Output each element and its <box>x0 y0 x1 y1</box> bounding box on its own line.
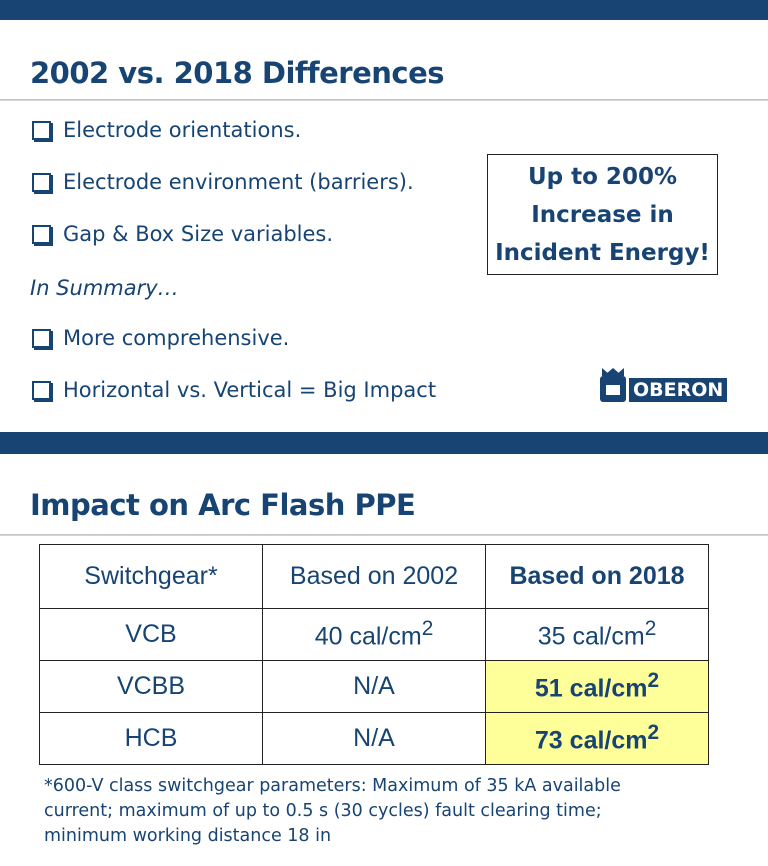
slide2-title: Impact on Arc Flash PPE <box>30 488 416 522</box>
value-2002-cell: N/A <box>262 660 486 713</box>
crown-box-icon <box>600 376 626 402</box>
value-2002-cell: 40 cal/cm2 <box>262 608 486 661</box>
table-header-row: Switchgear* Based on 2002 Based on 2018 <box>39 544 709 609</box>
logo-text: OBERON <box>629 378 728 402</box>
bullet-text: Gap & Box Size variables. <box>63 222 334 246</box>
bullet-text: Electrode environment (barriers). <box>63 170 414 194</box>
bullet-text: Horizontal vs. Vertical = Big Impact <box>63 378 437 402</box>
bullet-item: Electrode orientations. <box>32 118 301 142</box>
table-row: VCB 40 cal/cm2 35 cal/cm2 <box>39 608 709 661</box>
table-row: VCBB N/A 51 cal/cm2 <box>39 660 709 713</box>
footnote: *600-V class switchgear parameters: Maxi… <box>44 776 621 846</box>
callout-line: Incident Energy! <box>495 240 710 266</box>
top-band <box>0 0 768 20</box>
value-2002-cell: N/A <box>262 712 486 765</box>
value: 35 cal/cm <box>537 622 645 651</box>
divider <box>0 534 768 536</box>
bullet-text: Electrode orientations. <box>63 118 302 142</box>
bullet-item: More comprehensive. <box>32 326 289 350</box>
value: 73 cal/cm <box>534 726 648 755</box>
value: 51 cal/cm <box>534 674 648 703</box>
oberon-logo: OBERON <box>600 376 728 402</box>
exponent: 2 <box>647 669 660 693</box>
checkbox-icon <box>32 120 51 140</box>
exponent: 2 <box>644 617 657 641</box>
bullet-item: Electrode environment (barriers). <box>32 170 414 194</box>
checkbox-icon <box>32 224 51 244</box>
header-cell: Based on 2018 <box>485 544 709 609</box>
callout-line: Increase in <box>531 202 674 228</box>
value: 40 cal/cm <box>314 622 422 651</box>
bullet-item: Horizontal vs. Vertical = Big Impact <box>32 378 436 402</box>
callout-box: Up to 200% Increase in Incident Energy! <box>487 154 718 275</box>
header-cell: Based on 2002 <box>262 544 486 609</box>
ppe-table: Switchgear* Based on 2002 Based on 2018 … <box>39 544 709 765</box>
checkbox-icon <box>32 380 51 400</box>
exponent: 2 <box>421 617 434 641</box>
value-2018-cell: 73 cal/cm2 <box>485 712 709 765</box>
separator-band <box>0 432 768 454</box>
bullet-item: Gap & Box Size variables. <box>32 222 333 246</box>
bullet-text: More comprehensive. <box>63 326 290 350</box>
divider <box>0 99 768 101</box>
table-row: HCB N/A 73 cal/cm2 <box>39 712 709 765</box>
header-cell: Switchgear* <box>39 544 263 609</box>
slide1-title: 2002 vs. 2018 Differences <box>30 56 445 90</box>
exponent: 2 <box>647 721 660 745</box>
gear-cell: VCBB <box>39 660 263 713</box>
checkbox-icon <box>32 172 51 192</box>
callout-line: Up to 200% <box>527 164 677 190</box>
gear-cell: HCB <box>39 712 263 765</box>
checkbox-icon <box>32 328 51 348</box>
gear-cell: VCB <box>39 608 263 661</box>
summary-label: In Summary… <box>30 276 179 300</box>
value-2018-cell: 51 cal/cm2 <box>485 660 709 713</box>
value-2018-cell: 35 cal/cm2 <box>485 608 709 661</box>
